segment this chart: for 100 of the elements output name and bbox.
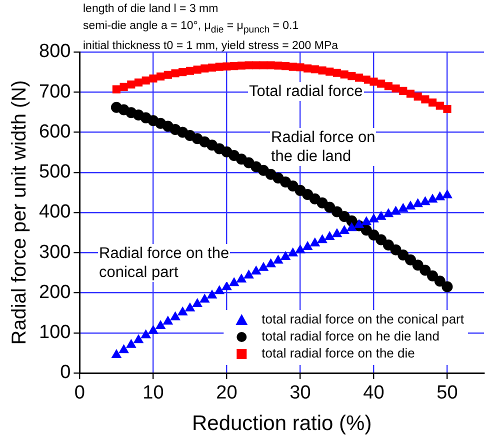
point (377, 80, 386, 88)
point (142, 76, 150, 85)
point (355, 74, 364, 82)
point (390, 244, 402, 256)
point (186, 66, 194, 75)
y-axis-title: Radial force per unit width (N) (8, 80, 31, 345)
point (141, 330, 151, 338)
point (368, 229, 380, 240)
point (185, 302, 195, 312)
point (382, 240, 394, 250)
point (222, 282, 232, 290)
point (317, 234, 328, 244)
x-tick-label: 50 (436, 382, 458, 404)
point (318, 66, 326, 74)
point (149, 74, 158, 83)
point (259, 61, 268, 70)
point (244, 61, 253, 70)
point (434, 276, 446, 287)
point (398, 250, 409, 261)
point (442, 281, 453, 292)
point (348, 72, 356, 80)
point (252, 61, 260, 70)
point (427, 270, 438, 282)
point (178, 306, 188, 316)
annotation: Radial force on the die land (270, 128, 376, 166)
legend-label: total radial force on the conical part (262, 312, 464, 327)
point (148, 325, 158, 334)
point (414, 92, 422, 101)
x-tick-label: 30 (290, 382, 311, 404)
point (170, 312, 180, 320)
point (295, 244, 306, 254)
point (310, 238, 320, 246)
point (229, 278, 239, 286)
point (302, 242, 312, 250)
y-tick-label: 200 (39, 282, 71, 303)
point (214, 286, 224, 294)
point (324, 231, 334, 240)
point (127, 80, 136, 89)
y-tick-label: 500 (39, 162, 71, 183)
point (310, 65, 319, 74)
point (304, 64, 312, 72)
x-tick-label: 20 (216, 382, 238, 404)
x-tick-label: 40 (363, 382, 384, 404)
y-tick-label: 300 (39, 242, 71, 263)
point (332, 68, 342, 77)
point (376, 234, 387, 246)
y-tick-label: 0 (60, 362, 71, 384)
point (326, 68, 334, 76)
point (404, 254, 416, 266)
point (346, 222, 357, 232)
x-tick-label: 0 (74, 382, 85, 404)
y-tick-label: 600 (39, 121, 71, 142)
point (280, 252, 290, 260)
point (340, 225, 350, 234)
point (274, 62, 282, 70)
point (266, 258, 276, 268)
point (156, 72, 165, 81)
point (230, 62, 238, 70)
point (420, 196, 430, 206)
point (428, 98, 437, 107)
point (354, 219, 364, 228)
annotation: Total radial force (248, 82, 364, 101)
point (200, 294, 210, 303)
point (406, 90, 415, 98)
point (390, 206, 401, 215)
point (112, 85, 120, 94)
point (258, 262, 268, 271)
point (178, 68, 187, 76)
point (384, 208, 394, 218)
point (288, 248, 298, 256)
point (331, 206, 342, 218)
point (442, 190, 452, 198)
point (207, 290, 217, 299)
point (171, 69, 180, 78)
point (222, 62, 231, 70)
point (112, 349, 122, 358)
point (392, 84, 400, 93)
legend-label: total radial force on he die land (262, 328, 440, 344)
point (412, 260, 424, 271)
point (236, 274, 246, 283)
point (406, 200, 416, 210)
point (332, 228, 342, 238)
point (208, 64, 216, 72)
y-tick-label: 700 (39, 81, 71, 102)
point (134, 78, 143, 87)
point (435, 192, 445, 200)
point (420, 264, 431, 276)
text: semi-die angle a = 10°, μ$_{die}$ = μ$_{punch}$ = 0.1 (83, 19, 300, 38)
annotation: initial thickness t0 = 1 mm, yield stress = 200 MPa (83, 39, 338, 54)
point (156, 320, 166, 330)
point (368, 214, 379, 222)
point (273, 255, 284, 264)
point (251, 266, 261, 274)
y-tick-label: 800 (39, 41, 71, 62)
annotation: Radial force on the conical part (98, 244, 230, 282)
point (120, 82, 128, 91)
y-tick-label: 400 (39, 202, 71, 223)
point (370, 78, 378, 86)
x-axis-title: Reduction ratio (%) (192, 412, 372, 436)
point (266, 61, 275, 70)
